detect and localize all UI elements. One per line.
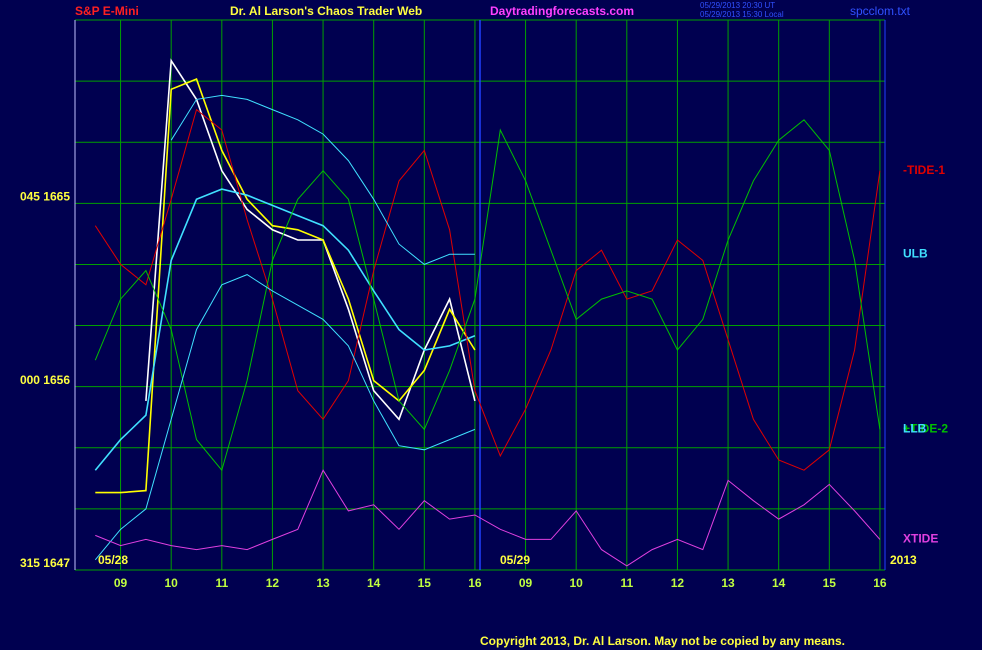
legend-label: ULB — [903, 246, 928, 260]
copyright: Copyright 2013, Dr. Al Larson. May not b… — [480, 634, 845, 648]
filename: spcclom.txt — [850, 4, 911, 18]
timestamp: 05/29/2013 15:30 Local — [700, 10, 784, 19]
x-tick-label: 13 — [721, 576, 735, 590]
series-line — [170, 94, 475, 265]
legend-label: +TIDE-2 — [903, 422, 948, 436]
x-tick-label: 09 — [114, 576, 128, 590]
date-label: 05/29 — [500, 553, 530, 567]
x-tick-label: 15 — [418, 576, 432, 590]
x-tick-label: 12 — [671, 576, 685, 590]
symbol: S&P E-Mini — [75, 4, 139, 18]
series-line — [94, 108, 881, 471]
legend-label: XTIDE — [903, 532, 938, 546]
x-tick-label: 11 — [215, 576, 228, 590]
series-line — [94, 119, 881, 472]
series-line — [94, 188, 476, 471]
y-tick-label: 315 1647 — [20, 556, 70, 570]
chart-title: Dr. Al Larson's Chaos Trader Web — [230, 4, 422, 18]
date-label: 05/28 — [98, 553, 128, 567]
x-tick-label: 14 — [367, 576, 381, 590]
series-line — [95, 469, 881, 567]
timestamp: 05/29/2013 20:30 UT — [700, 1, 775, 10]
x-tick-label: 12 — [266, 576, 280, 590]
x-tick-label: 11 — [620, 576, 633, 590]
legend-label: -TIDE-1 — [903, 163, 945, 177]
x-tick-label: 09 — [519, 576, 533, 590]
y-tick-label: 045 1665 — [20, 190, 70, 204]
x-tick-label: 15 — [823, 576, 837, 590]
x-tick-label: 14 — [772, 576, 786, 590]
series-line — [145, 58, 476, 421]
legend-label: LLB — [903, 422, 927, 436]
x-tick-label: 16 — [873, 576, 887, 590]
x-tick-label: 13 — [316, 576, 330, 590]
series-line — [94, 274, 476, 561]
x-tick-label: 10 — [165, 576, 179, 590]
series-line — [95, 78, 476, 494]
website: Daytradingforecasts.com — [490, 4, 634, 18]
x-tick-label: 16 — [468, 576, 482, 590]
y-tick-label: 000 1656 — [20, 373, 70, 387]
x-tick-label: 10 — [570, 576, 584, 590]
year-label: 2013 — [890, 553, 917, 567]
